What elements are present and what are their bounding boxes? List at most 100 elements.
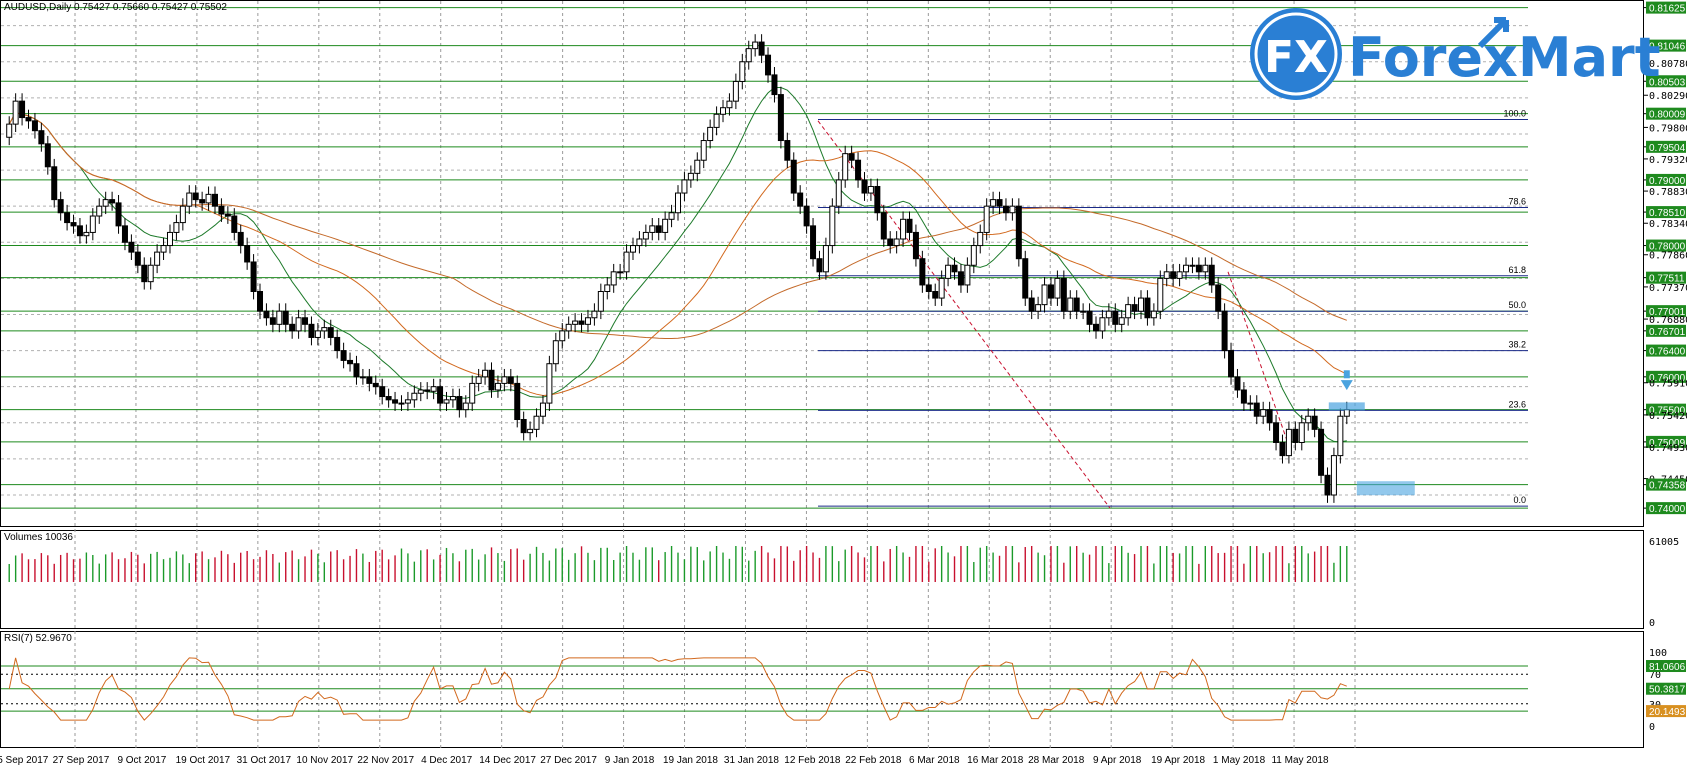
candle-bear bbox=[1131, 304, 1138, 312]
price-tag bbox=[1646, 1, 1686, 14]
candle-bull bbox=[398, 402, 405, 405]
candle-bull bbox=[584, 317, 591, 325]
rsi-tag bbox=[1646, 682, 1686, 695]
candle-bull bbox=[713, 113, 720, 128]
candle-bull bbox=[160, 245, 167, 253]
candle-bull bbox=[359, 376, 366, 379]
candle-bear bbox=[1234, 376, 1241, 391]
candle-bear bbox=[887, 238, 894, 247]
candle-bull bbox=[900, 218, 907, 240]
price-tag-label: 0.78000 bbox=[1649, 242, 1686, 253]
date-label: 31 Oct 2017 bbox=[237, 755, 292, 766]
candle-bear bbox=[925, 284, 932, 293]
candle-bear bbox=[1002, 205, 1009, 214]
candle-bear bbox=[289, 323, 296, 332]
candle-bull bbox=[681, 179, 688, 194]
rsi-tag-label: 81.0606 bbox=[1649, 662, 1686, 673]
candle-bull bbox=[501, 376, 508, 384]
fib-label: 0.0 bbox=[1513, 495, 1526, 505]
date-label: 31 Jan 2018 bbox=[724, 755, 779, 766]
price-tag-label: 0.74000 bbox=[1649, 504, 1686, 515]
candle-bear bbox=[803, 205, 810, 227]
logo-mark: FX bbox=[1264, 32, 1328, 83]
candle-bear bbox=[880, 212, 887, 240]
rsi-indicator bbox=[1, 657, 1528, 721]
candle-bear bbox=[334, 336, 341, 352]
price-tick-label: 0.76880 bbox=[1649, 315, 1687, 326]
price-tag-label: 0.75500 bbox=[1649, 406, 1686, 417]
price-tag-label: 0.80009 bbox=[1649, 110, 1686, 121]
candle-bull bbox=[1138, 297, 1145, 312]
candle-bull bbox=[610, 271, 617, 286]
price-tag-label: 0.80503 bbox=[1649, 77, 1686, 88]
rsi-tick-label: 0 bbox=[1649, 722, 1655, 733]
candle-bear bbox=[932, 291, 939, 299]
candle-bull bbox=[1067, 297, 1074, 312]
down-arrow-icon bbox=[1340, 380, 1353, 391]
candle-bear bbox=[31, 120, 38, 132]
price-tag-label: 0.74358 bbox=[1649, 481, 1686, 492]
candle-bull bbox=[417, 389, 424, 394]
highlight-zone bbox=[1356, 481, 1415, 496]
candle-bull bbox=[642, 231, 649, 240]
symbol-info: AUDUSD,Daily 0.75427 0.75660 0.75427 0.7… bbox=[4, 2, 227, 13]
candle-bear bbox=[308, 323, 315, 338]
candle-bear bbox=[1015, 205, 1022, 260]
candle-bear bbox=[1266, 409, 1273, 424]
candle-bull bbox=[867, 185, 874, 194]
candle-bear bbox=[250, 261, 257, 293]
candle-bear bbox=[771, 74, 778, 96]
candle-bear bbox=[1022, 258, 1029, 299]
candle-bull bbox=[546, 363, 553, 404]
candle-bull bbox=[443, 399, 450, 404]
price-tick-label: 0.77860 bbox=[1649, 251, 1687, 262]
price-tick-label: 0.78830 bbox=[1649, 187, 1687, 198]
candle-bear bbox=[231, 215, 238, 233]
price-tick-label: 0.80780 bbox=[1649, 59, 1687, 70]
candle-bull bbox=[829, 205, 836, 247]
candle-bull bbox=[675, 192, 681, 214]
candle-bull bbox=[469, 382, 476, 404]
candle-bull bbox=[179, 205, 186, 224]
candle-bear bbox=[224, 213, 231, 217]
volume-panel-frame bbox=[0, 530, 1644, 629]
logo-ring bbox=[1254, 12, 1338, 96]
candle-bull bbox=[1343, 409, 1350, 417]
candle-bull bbox=[752, 41, 759, 50]
candle-bear bbox=[385, 396, 392, 401]
candle-bull bbox=[842, 153, 849, 181]
candle-bull bbox=[1099, 317, 1106, 332]
price-tag bbox=[1646, 39, 1686, 52]
price-tick-label: 0.77370 bbox=[1649, 283, 1687, 294]
candle-bear bbox=[810, 225, 817, 260]
fib-label: 23.6 bbox=[1508, 399, 1526, 409]
candle-bull bbox=[720, 107, 727, 115]
fib-label: 50.0 bbox=[1508, 300, 1526, 310]
forexmart-logo: FX ForexMart bbox=[1250, 8, 1661, 100]
candle-bull bbox=[990, 199, 997, 207]
candle-bull bbox=[449, 396, 456, 401]
price-tag-label: 0.76400 bbox=[1649, 347, 1686, 358]
candle-bear bbox=[784, 140, 791, 161]
date-label: 9 Apr 2018 bbox=[1093, 755, 1142, 766]
candle-bear bbox=[1215, 284, 1222, 312]
candle-bull bbox=[572, 320, 579, 325]
price-tag bbox=[1646, 344, 1686, 357]
candle-bear bbox=[263, 310, 270, 319]
candle-bull bbox=[1041, 284, 1048, 306]
price-tag bbox=[1646, 75, 1686, 88]
price-tick-label: 0.80290 bbox=[1649, 91, 1687, 102]
candle-bear bbox=[25, 117, 32, 122]
fib-label: 100.0 bbox=[1503, 109, 1526, 119]
candle-bear bbox=[861, 179, 868, 194]
candle-bear bbox=[392, 399, 399, 404]
candle-bear bbox=[353, 363, 360, 378]
price-tick-label: 0.75910 bbox=[1649, 379, 1687, 390]
rsi-tag bbox=[1646, 705, 1686, 718]
candle-bear bbox=[996, 199, 1003, 207]
candle-bear bbox=[488, 369, 495, 391]
candle-bull bbox=[482, 369, 489, 378]
candle-bull bbox=[533, 415, 540, 430]
candle-bear bbox=[1324, 474, 1331, 496]
